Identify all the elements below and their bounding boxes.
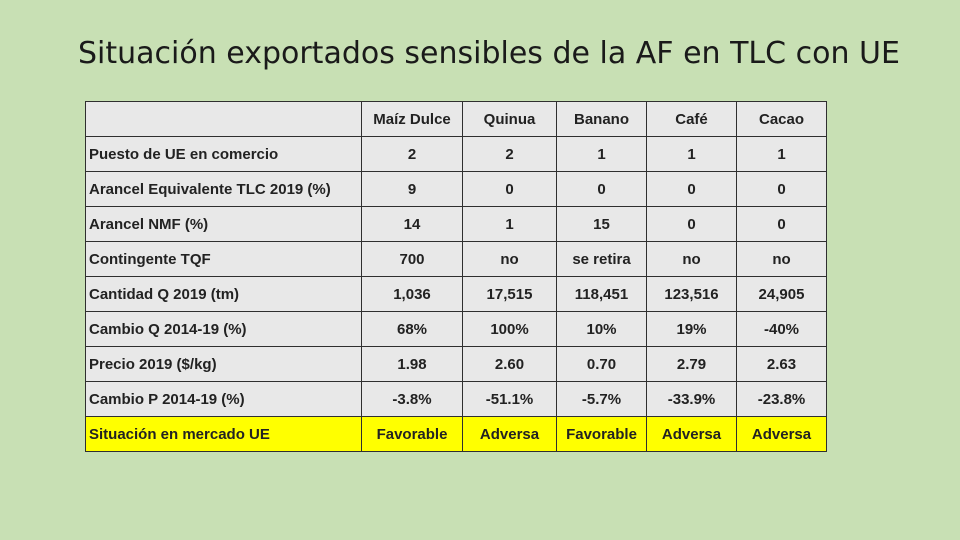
table-cell: Favorable [556,416,647,452]
table-cell: Adversa [646,416,737,452]
row-label: Situación en mercado UE [85,416,362,452]
table-cell: 0 [556,171,647,207]
table-cell: Adversa [462,416,557,452]
table-cell: 14 [361,206,463,242]
table-cell: Favorable [361,416,463,452]
column-header: Cacao [736,101,827,137]
row-label: Cambio Q 2014-19 (%) [85,311,362,347]
table-cell: 68% [361,311,463,347]
table-cell: 123,516 [646,276,737,312]
market-situation-row: Situación en mercado UE Favorable Advers… [85,416,827,452]
table-cell: 1 [646,136,737,172]
table-row: Arancel Equivalente TLC 2019 (%) 9 0 0 0… [85,171,827,207]
table-cell: 1,036 [361,276,463,312]
table-cell: 9 [361,171,463,207]
row-label: Precio 2019 ($/kg) [85,346,362,382]
table-cell: 1 [556,136,647,172]
table-cell: 0 [646,171,737,207]
table-cell: 17,515 [462,276,557,312]
table-cell: 0 [462,171,557,207]
table-cell: Adversa [736,416,827,452]
table-cell: 19% [646,311,737,347]
table-cell: no [736,241,827,277]
table-cell: -40% [736,311,827,347]
column-header: Maíz Dulce [361,101,463,137]
table-cell: -23.8% [736,381,827,417]
table-cell: -5.7% [556,381,647,417]
table-row: Cambio P 2014-19 (%) -3.8% -51.1% -5.7% … [85,381,827,417]
table-row: Puesto de UE en comercio 2 2 1 1 1 [85,136,827,172]
table-header-row: Maíz Dulce Quinua Banano Café Cacao [85,101,827,137]
row-label: Contingente TQF [85,241,362,277]
table-cell: 118,451 [556,276,647,312]
table-cell: -33.9% [646,381,737,417]
table-cell: 2.63 [736,346,827,382]
table-cell: 2.60 [462,346,557,382]
table-cell: se retira [556,241,647,277]
table-cell: 1 [736,136,827,172]
export-situation-table: Maíz Dulce Quinua Banano Café Cacao Pues… [85,101,827,452]
table-row: Contingente TQF 700 no se retira no no [85,241,827,277]
column-header: Quinua [462,101,557,137]
table-row: Cantidad Q 2019 (tm) 1,036 17,515 118,45… [85,276,827,312]
table-cell: 0.70 [556,346,647,382]
slide-title: Situación exportados sensibles de la AF … [78,36,900,71]
table-cell: 1 [462,206,557,242]
table-cell: no [646,241,737,277]
table-cell: no [462,241,557,277]
table-cell: 2.79 [646,346,737,382]
column-header: Banano [556,101,647,137]
row-label: Cantidad Q 2019 (tm) [85,276,362,312]
table-cell: 0 [736,206,827,242]
row-label: Cambio P 2014-19 (%) [85,381,362,417]
table-cell: 2 [361,136,463,172]
table-row: Cambio Q 2014-19 (%) 68% 100% 10% 19% -4… [85,311,827,347]
table-cell: 15 [556,206,647,242]
table-cell: -51.1% [462,381,557,417]
table-cell: 0 [736,171,827,207]
table-cell: 100% [462,311,557,347]
table-cell: -3.8% [361,381,463,417]
table-cell: 10% [556,311,647,347]
row-label: Arancel Equivalente TLC 2019 (%) [85,171,362,207]
table-row: Arancel NMF (%) 14 1 15 0 0 [85,206,827,242]
column-header: Café [646,101,737,137]
table-row: Precio 2019 ($/kg) 1.98 2.60 0.70 2.79 2… [85,346,827,382]
row-label: Puesto de UE en comercio [85,136,362,172]
table-cell: 700 [361,241,463,277]
table-cell: 0 [646,206,737,242]
table-cell: 2 [462,136,557,172]
header-corner-cell [85,101,362,137]
table-cell: 1.98 [361,346,463,382]
table-cell: 24,905 [736,276,827,312]
row-label: Arancel NMF (%) [85,206,362,242]
